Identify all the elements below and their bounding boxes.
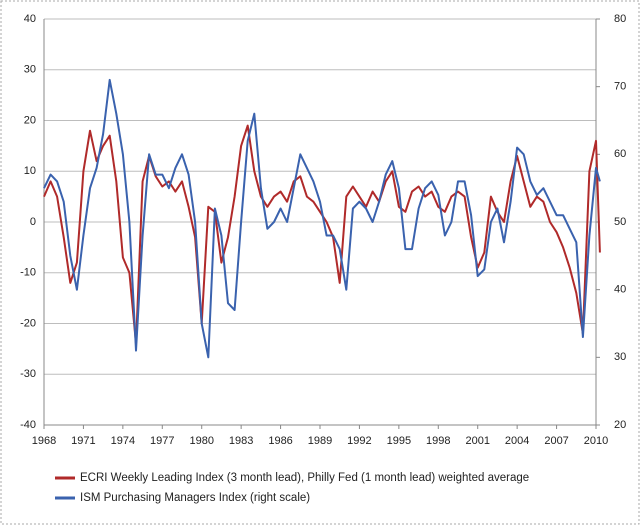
x-tick-label: 1971 — [71, 435, 95, 447]
y2-tick-label: 70 — [614, 81, 626, 93]
x-tick-label: 1980 — [189, 435, 213, 447]
y-tick-label: 0 — [30, 216, 36, 228]
x-tick-label: 2007 — [544, 435, 568, 447]
x-tick-label: 1974 — [111, 435, 135, 447]
x-tick-label: 1989 — [308, 435, 332, 447]
x-tick-label: 1998 — [426, 435, 450, 447]
legend-label: ISM Purchasing Managers Index (right sca… — [80, 492, 310, 504]
y2-tick-label: 50 — [614, 216, 626, 228]
y-tick-label: 30 — [24, 64, 36, 76]
y-tick-label: -30 — [20, 368, 36, 380]
x-tick-label: 2001 — [465, 435, 489, 447]
series-line — [43, 78, 601, 359]
y2-tick-label: 30 — [614, 351, 626, 363]
y2-tick-label: 40 — [614, 284, 626, 296]
x-tick-label: 1986 — [268, 435, 292, 447]
x-tick-label: 1968 — [32, 435, 56, 447]
x-tick-label: 1995 — [387, 435, 411, 447]
y2-tick-label: 60 — [614, 148, 626, 160]
y-tick-label: 10 — [24, 165, 36, 177]
x-tick-label: 2010 — [584, 435, 608, 447]
x-tick-label: 2004 — [505, 435, 529, 447]
y-tick-label: -20 — [20, 317, 36, 329]
x-tick-label: 1983 — [229, 435, 253, 447]
y2-tick-label: 80 — [614, 13, 626, 25]
y-tick-label: 40 — [24, 13, 36, 25]
x-tick-label: 1992 — [347, 435, 371, 447]
y2-tick-label: 20 — [614, 419, 626, 431]
y-tick-label: -10 — [20, 267, 36, 279]
y-tick-label: -40 — [20, 419, 36, 431]
legend-label: ECRI Weekly Leading Index (3 month lead)… — [80, 472, 529, 484]
y-tick-label: 20 — [24, 114, 36, 126]
x-tick-label: 1977 — [150, 435, 174, 447]
